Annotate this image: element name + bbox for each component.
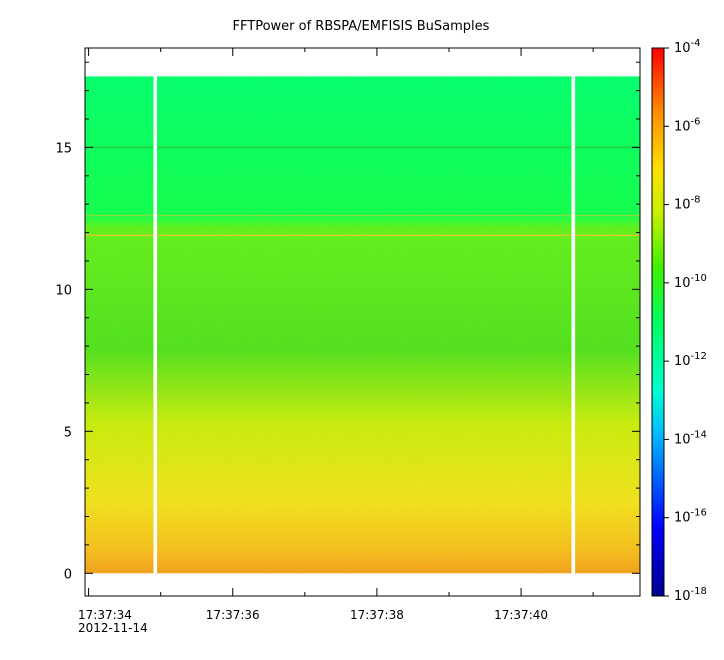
colorbar-tick-label: 10-14 <box>674 429 707 447</box>
y-tick-label: 5 <box>64 425 72 440</box>
y-tick-label: 15 <box>55 141 72 156</box>
data-gap <box>153 75 158 575</box>
colorbar-tick-label: 10-6 <box>674 116 701 134</box>
colorbar-frame <box>651 47 665 597</box>
data-gap <box>571 75 576 575</box>
y-axis: 0 5 10 15 <box>55 61 640 582</box>
colorbar-gradient <box>652 48 664 596</box>
plot-frame <box>84 47 641 597</box>
data-gaps <box>153 75 576 575</box>
x-tick-label: 17:37:36 <box>206 608 260 622</box>
x-tick-label: 17:37:38 <box>350 608 404 622</box>
x-tick-label: 17:37:40 <box>494 608 548 622</box>
spectrogram-image <box>85 76 640 574</box>
colorbar: 10-4 10-6 10-8 10-10 10-12 10-14 10-16 10-18 <box>651 38 707 604</box>
spectrogram-texture <box>85 76 640 574</box>
colorbar-tick-label: 10-16 <box>674 508 707 526</box>
colorbar-tick-label: 10-12 <box>674 351 707 369</box>
colorbar-tick-label: 10-8 <box>674 195 701 213</box>
colorbar-tick-label: 10-10 <box>674 273 707 291</box>
chart-title: FFTPower of RBSPA/EMFISIS BuSamples <box>233 19 490 34</box>
y-tick-label: 0 <box>64 567 72 582</box>
plot-area <box>84 47 641 597</box>
colorbar-tick-label: 10-4 <box>674 38 701 56</box>
colorbar-tick-label: 10-18 <box>674 586 707 604</box>
y-tick-label: 10 <box>55 283 72 298</box>
x-axis-date-label: 2012-11-14 <box>78 621 148 635</box>
x-tick-label: 17:37:34 <box>78 608 132 622</box>
x-axis: 2012-11-14 17:37:34 17:37:36 17:37:38 17:37… <box>78 48 594 635</box>
